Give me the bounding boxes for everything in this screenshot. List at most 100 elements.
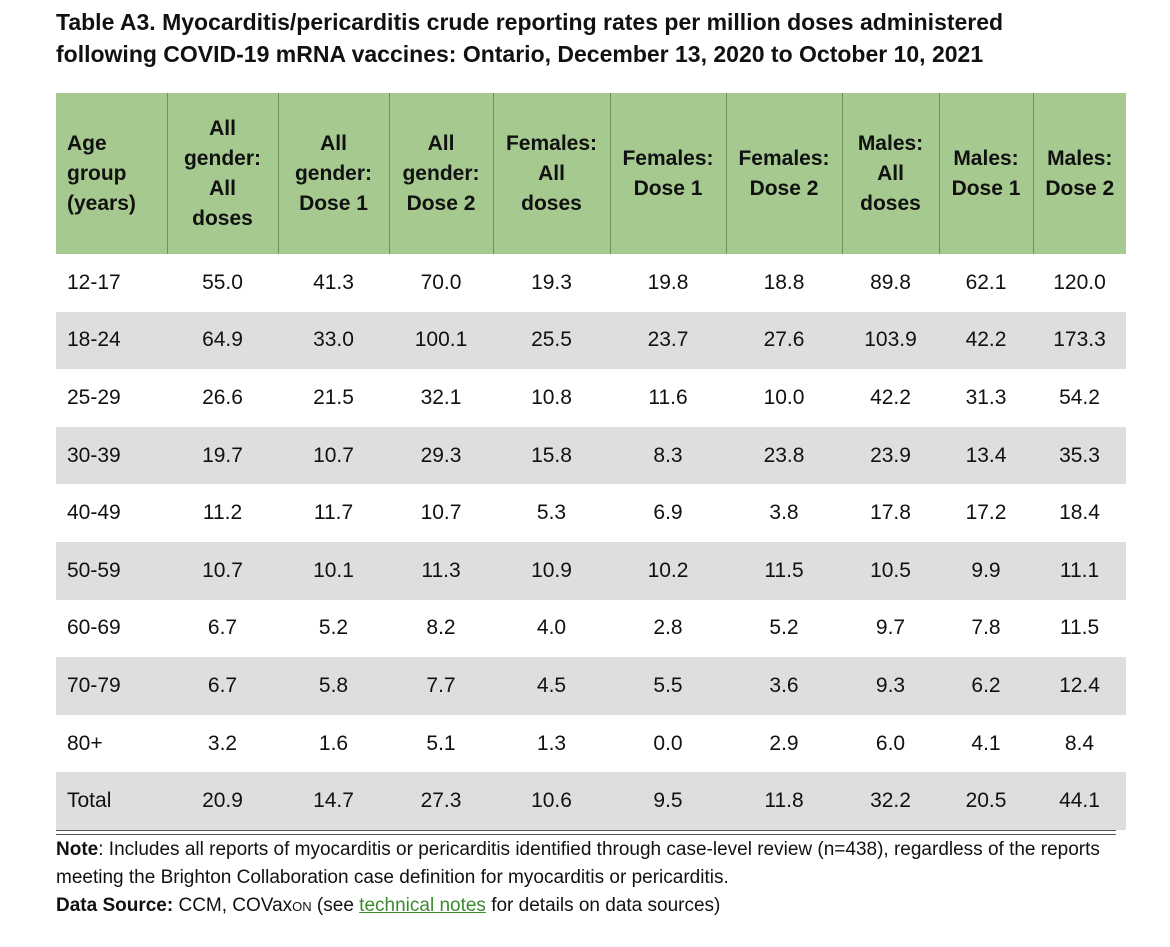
column-header-7: Males: All doses — [841, 93, 939, 254]
rate-cell: 42.2 — [939, 311, 1033, 370]
rate-cell: 11.1 — [1033, 541, 1126, 600]
technical-notes-link[interactable]: technical notes — [359, 895, 486, 916]
rate-cell: 5.5 — [610, 657, 726, 715]
rate-cell: 55.0 — [167, 254, 278, 312]
data-source-text: CCM, COVax — [173, 895, 293, 916]
rate-cell: 14.7 — [278, 772, 389, 830]
rate-cell: 26.6 — [167, 369, 278, 427]
table-row-total: Total 20.9 14.7 27.3 10.6 9.5 11.8 32.2 20.5 44.1 — [56, 772, 1126, 830]
column-header-line: gender: — [294, 161, 372, 185]
rate-cell: 27.6 — [726, 311, 842, 370]
rate-cell: 18.8 — [726, 254, 842, 312]
table-bottom-rule — [56, 829, 1116, 835]
note-label: Note — [56, 839, 99, 860]
column-header-line: All — [209, 176, 236, 200]
rate-cell: 173.3 — [1033, 311, 1126, 370]
rate-cell: 23.7 — [610, 311, 726, 370]
rate-cell: 1.6 — [278, 714, 389, 773]
age-group-cell: 80+ — [56, 714, 167, 773]
column-header-line: Age — [67, 131, 107, 155]
rate-cell: 25.5 — [493, 311, 610, 370]
column-header-line: doses — [860, 191, 921, 215]
column-header-5: Females: Dose 1 — [609, 93, 726, 254]
rate-cell: 12.4 — [1033, 657, 1126, 715]
rate-cell: 10.7 — [167, 541, 278, 600]
rate-cell: 64.9 — [167, 311, 278, 370]
column-header-9: Males: Dose 2 — [1032, 93, 1126, 254]
rate-cell: 5.3 — [493, 484, 610, 542]
age-group-cell: 40-49 — [56, 484, 167, 542]
footnote: Note: Includes all reports of myocarditi… — [56, 836, 1136, 921]
column-header-line: All — [877, 161, 904, 185]
rate-cell: 5.8 — [278, 657, 389, 715]
rate-cell: 13.4 — [939, 426, 1033, 485]
rate-cell: 9.3 — [842, 657, 939, 715]
table-row: 40-49 11.2 11.7 10.7 5.3 6.9 3.8 17.8 17.2 18.4 — [56, 484, 1126, 542]
rate-cell: 10.7 — [278, 426, 389, 485]
column-header-8: Males: Dose 1 — [938, 93, 1033, 254]
data-source-text-after: for details on data sources) — [485, 895, 721, 916]
rate-cell: 42.2 — [842, 369, 939, 427]
data-source-label: Data Source: — [56, 895, 174, 916]
column-header-line: Males: — [1047, 146, 1113, 170]
rate-cell: 100.1 — [389, 311, 493, 370]
column-header-line: Dose 2 — [1045, 176, 1115, 200]
rate-cell: 19.3 — [493, 254, 610, 312]
column-header-line: All — [427, 131, 455, 155]
age-group-cell: 12-17 — [56, 254, 167, 312]
column-header-line: gender: — [402, 161, 480, 185]
note-text: : Includes all reports of myocarditis or… — [56, 839, 1100, 888]
rate-cell: 23.9 — [842, 426, 939, 485]
table-header-row: Age group (years) All gender: All doses All gend… — [56, 93, 1126, 254]
age-group-cell: Total — [56, 772, 167, 830]
column-header-line: (years) — [67, 191, 136, 215]
rate-cell: 8.4 — [1033, 714, 1126, 773]
rate-cell: 5.2 — [278, 599, 389, 658]
table-row: 18-24 64.9 33.0 100.1 25.5 23.7 27.6 103.9 42.2 1… — [56, 311, 1126, 370]
rate-cell: 10.2 — [610, 541, 726, 600]
rate-cell: 6.0 — [842, 714, 939, 773]
rate-cell: 11.5 — [1033, 599, 1126, 658]
rate-cell: 31.3 — [939, 369, 1033, 427]
note-paragraph: Note: Includes all reports of myocarditi… — [56, 836, 1136, 892]
column-header-1: All gender: All doses — [166, 93, 278, 254]
table-body: 12-17 55.0 41.3 70.0 19.3 19.8 18.8 89.8 62.1 120… — [56, 254, 1126, 830]
rate-cell: 8.3 — [610, 426, 726, 485]
rate-cell: 103.9 — [842, 311, 939, 370]
rate-cell: 9.7 — [842, 599, 939, 658]
data-source-line: Data Source: CCM, COVaxON (see technical… — [56, 892, 1136, 921]
column-header-line: Males: — [857, 131, 924, 155]
rate-cell: 7.7 — [389, 657, 493, 715]
rate-cell: 54.2 — [1033, 369, 1126, 427]
column-header-line: Dose 2 — [749, 176, 819, 200]
rate-cell: 3.8 — [726, 484, 842, 542]
column-header-6: Females: Dose 2 — [725, 93, 842, 254]
table-title-line-2: following COVID-19 mRNA vaccines: Ontari… — [56, 41, 984, 67]
table-row: 60-69 6.7 5.2 8.2 4.0 2.8 5.2 9.7 7.8 11.5 — [56, 599, 1126, 658]
rate-cell: 19.8 — [610, 254, 726, 312]
rate-cell: 23.8 — [726, 426, 842, 485]
rate-cell: 17.8 — [842, 484, 939, 542]
rate-cell: 35.3 — [1033, 426, 1126, 485]
rate-cell: 5.1 — [389, 714, 493, 773]
rate-cell: 7.8 — [939, 599, 1033, 658]
rate-cell: 10.5 — [842, 541, 939, 600]
rate-cell: 10.9 — [493, 541, 610, 600]
rate-cell: 9.9 — [939, 541, 1033, 600]
column-header-line: All — [209, 116, 236, 140]
column-header-line: All — [538, 161, 565, 185]
rate-cell: 20.9 — [167, 772, 278, 830]
column-header-line: Males: — [953, 146, 1019, 170]
column-header-2: All gender: Dose 1 — [277, 93, 389, 254]
rate-cell: 2.9 — [726, 714, 842, 773]
column-header-line: gender: — [183, 146, 261, 170]
column-header-line: Dose 1 — [299, 191, 368, 215]
rate-cell: 27.3 — [389, 772, 493, 830]
rate-cell: 11.8 — [726, 772, 842, 830]
column-header-line: doses — [521, 191, 582, 215]
rate-cell: 44.1 — [1033, 772, 1126, 830]
age-group-cell: 70-79 — [56, 657, 167, 715]
table-row: 30-39 19.7 10.7 29.3 15.8 8.3 23.8 23.9 13.4 35.3 — [56, 426, 1126, 485]
rate-cell: 3.6 — [726, 657, 842, 715]
column-header-line: Females: — [505, 131, 598, 155]
